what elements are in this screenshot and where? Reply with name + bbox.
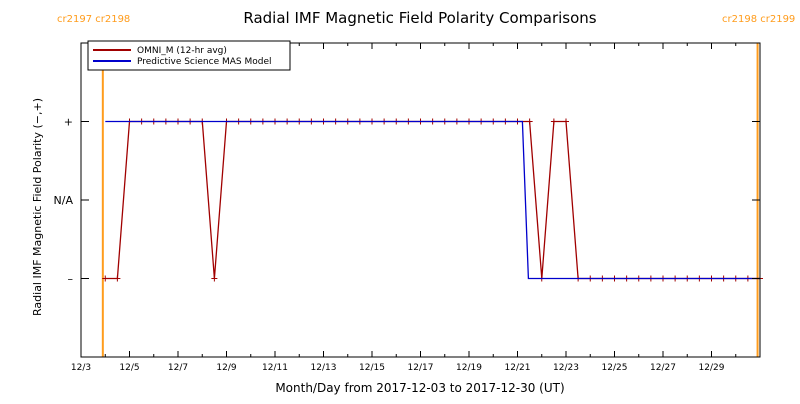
legend-entry: OMNI_M (12-hr avg) — [137, 46, 227, 56]
y-tick-label: – — [68, 273, 74, 286]
axes-layer: 12/3 12/5 12/7 12/9 12/11 12/13 12/15 12/17 12/1… — [54, 42, 761, 373]
y-tick-label: + — [64, 116, 73, 129]
x-tick-label: 12/23 — [553, 363, 579, 373]
x-tick-label: 12/11 — [262, 363, 288, 373]
carrington-label: cr2198 cr2199 — [722, 14, 795, 25]
chart-title: Radial IMF Magnetic Field Polarity Compa… — [243, 9, 596, 27]
x-tick-label: 12/25 — [602, 363, 628, 373]
carrington-labels: cr2197 cr2198 cr2198 cr2199 — [57, 14, 795, 25]
carrington-label: cr2197 cr2198 — [57, 14, 130, 25]
x-tick-label: 12/19 — [456, 363, 482, 373]
legend-box — [87, 40, 291, 71]
x-tick-label: 12/9 — [216, 363, 236, 373]
legend-entry: Predictive Science MAS Model — [137, 57, 272, 67]
y-tick-label: N/A — [54, 194, 74, 207]
x-axis-label: Month/Day from 2017-12-03 to 2017-12-30 … — [275, 381, 564, 395]
legend: OMNI_M (12-hr avg)Predictive Science MAS… — [87, 40, 291, 71]
x-tick-label: 12/15 — [359, 363, 385, 373]
x-tick-label: 12/7 — [168, 363, 188, 373]
x-tick-label: 12/5 — [119, 363, 139, 373]
x-tick-label: 12/13 — [311, 363, 337, 373]
y-axis-label: Radial IMF Magnetic Field Polarity (−,+) — [31, 98, 44, 316]
x-tick-label: 12/3 — [71, 363, 91, 373]
x-tick-label: 12/17 — [408, 363, 434, 373]
x-tick-label: 12/27 — [650, 363, 676, 373]
x-tick-label: 12/29 — [699, 363, 725, 373]
series-line — [105, 120, 760, 280]
x-tick-label: 12/21 — [505, 363, 531, 373]
